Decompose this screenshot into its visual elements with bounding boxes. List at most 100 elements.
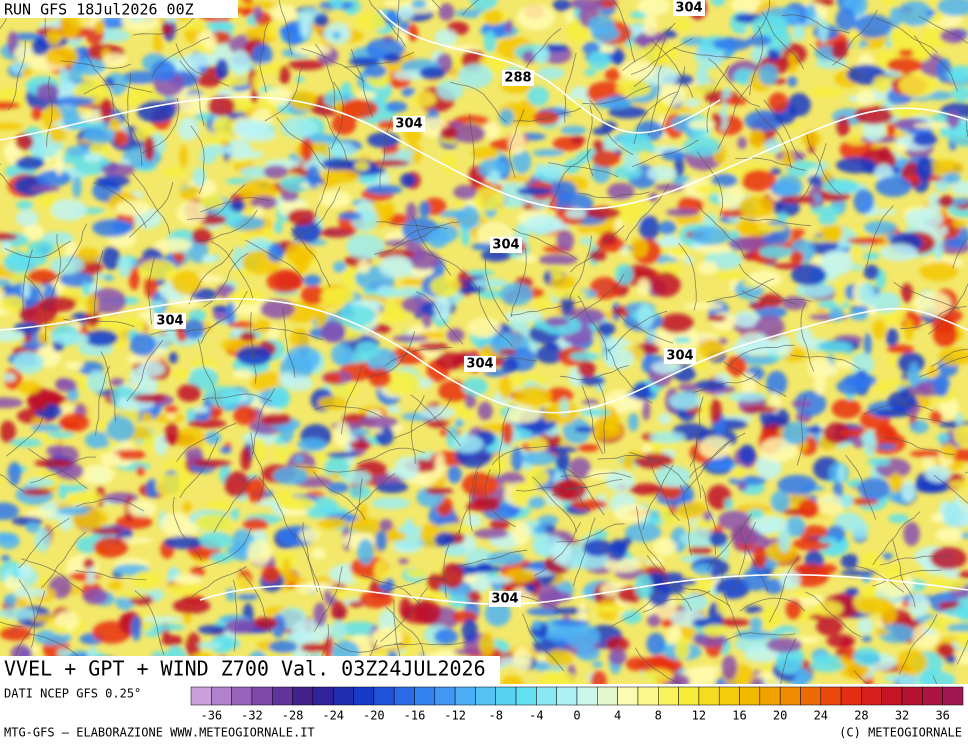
field-patch [499,282,533,306]
field-patch [13,587,48,598]
colorbar-swatch [515,686,537,706]
colorbar-swatch [495,686,517,706]
streamline [682,440,731,496]
streamline [549,148,592,206]
field-patch [749,128,766,149]
field-patch [58,482,68,500]
field-patch [9,438,43,447]
field-patch [752,545,767,569]
field-patch [592,661,603,668]
streamline [800,301,815,372]
field-patch [371,497,411,510]
field-patch [268,640,298,654]
streamline [578,191,650,199]
field-patch [552,619,590,626]
field-patch [101,246,121,270]
field-patch [0,626,32,641]
field-patch [127,499,157,517]
field-patch [322,168,360,184]
field-patch [533,44,550,65]
field-patch [311,547,326,560]
streamline [148,253,157,325]
field-patch [665,208,699,217]
field-patch [687,119,716,130]
field-patch [192,459,232,468]
field-patch [857,617,874,635]
field-patch [881,552,893,560]
colorbar-tick-label: 24 [814,709,828,723]
field-patch [375,529,388,552]
field-patch [193,414,210,422]
streamline [83,83,153,95]
field-patch [523,214,564,234]
field-patch [194,513,234,533]
field-patch [136,466,146,476]
field-patch [576,646,601,661]
field-patch [694,517,718,530]
field-patch [744,645,779,663]
field-patch [608,648,627,666]
field-patch [877,443,896,450]
field-patch [516,254,538,263]
streamline [340,365,363,435]
streamline [75,497,144,512]
streamline [415,291,464,345]
field-patch [457,63,493,89]
colorbar-swatch [292,686,314,706]
field-patch [501,675,524,684]
field-patch [875,176,912,197]
field-patch [759,437,799,463]
streamline [581,385,604,455]
field-patch [302,274,322,287]
field-patch [603,558,643,573]
field-patch [820,249,853,276]
field-patch [460,223,471,247]
field-patch [717,510,751,531]
field-patch [469,590,481,603]
field-patch [109,378,125,387]
field-patch [534,661,551,672]
field-patch [484,600,511,627]
field-patch [535,344,564,364]
field-patch [113,130,129,147]
field-patch [36,170,72,187]
field-patch [426,228,449,249]
streamline [469,113,475,186]
field-patch [781,151,795,169]
colorbar-swatch [597,686,618,706]
colorbar-swatch [881,686,903,706]
field-patch [676,501,709,519]
field-patch [831,398,862,419]
source-label: DATI NCEP GFS 0.25° [4,687,141,701]
streamline [806,133,842,196]
field-patch [577,360,596,378]
field-patch [630,237,649,258]
field-patch [134,317,147,332]
streamline [900,306,967,330]
streamline [384,347,453,367]
field-patch [278,371,296,387]
field-patch [766,637,803,653]
streamline [642,590,711,613]
field-patch [863,252,880,261]
field-patch [499,375,512,400]
field-patch [591,150,621,168]
field-patch [64,239,78,261]
colorbar-swatch [231,686,253,706]
streamline [250,312,257,384]
streamline [200,290,248,344]
gpt-contours: 304 288 304 304 304 304 304 304 [0,0,968,607]
field-patch [358,415,398,429]
field-patch [416,378,433,389]
field-patch [173,427,207,449]
streamline [127,72,135,144]
streamline [478,286,513,347]
field-patch [63,484,88,494]
field-patch [875,628,889,636]
streamline [112,102,143,167]
field-patch [667,674,690,684]
streamline [313,566,343,632]
field-patch [776,212,789,222]
field-patch [508,131,526,155]
streamline [559,447,590,512]
